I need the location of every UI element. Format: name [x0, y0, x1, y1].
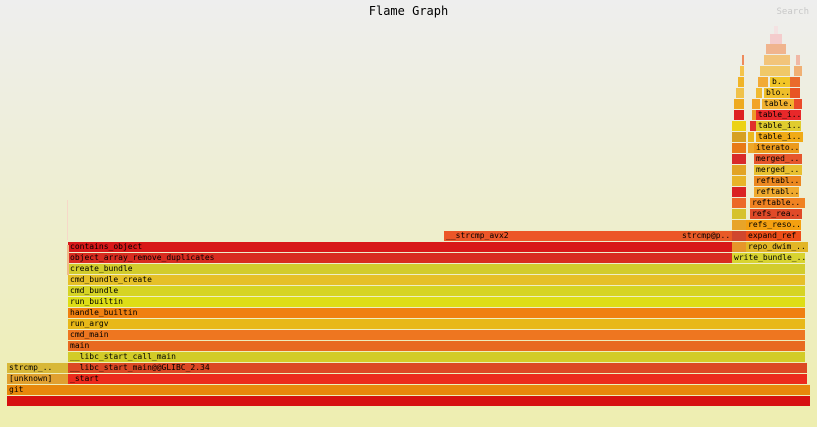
frame-table[interactable]: table..	[762, 99, 802, 109]
flame-sliver[interactable]	[732, 176, 746, 186]
flame-sliver[interactable]	[770, 34, 782, 44]
flame-sliver[interactable]	[732, 220, 746, 230]
flame-sliver[interactable]	[732, 209, 746, 219]
flame-sliver[interactable]	[732, 132, 746, 142]
frame-cmd-bundle[interactable]: cmd_bundle	[68, 286, 805, 296]
frame-write-bundle[interactable]: write_bundle_..	[732, 253, 805, 263]
flame-sliver[interactable]	[752, 99, 760, 109]
frame-create-bundle[interactable]: create_bundle	[68, 264, 805, 274]
flame-sliver[interactable]	[740, 66, 744, 76]
frame-reftable-3[interactable]: reftabl..	[754, 176, 801, 186]
flame-sliver[interactable]	[732, 165, 746, 175]
frame-run-builtin[interactable]: run_builtin	[68, 297, 805, 307]
frame-strcmp-plt[interactable]: strcmp@p..	[680, 231, 732, 241]
frame-merged-1[interactable]: merged_..	[754, 165, 802, 175]
flame-sliver[interactable]	[794, 99, 802, 109]
flame-sliver[interactable]	[790, 77, 800, 87]
flame-sliver[interactable]	[774, 26, 778, 34]
frame-refs-resolve[interactable]: refs_reso..	[746, 220, 801, 230]
flame-sliver[interactable]	[736, 88, 744, 98]
frame-table-iter-3[interactable]: table_i..	[756, 110, 801, 120]
frame-contains-object[interactable]: contains_object	[68, 242, 732, 252]
frame-strcmp-avx2[interactable]: __strcmp_avx2	[444, 231, 680, 241]
flame-sliver[interactable]	[732, 242, 746, 252]
flame-sliver[interactable]	[790, 88, 800, 98]
frame-libc-start-main-glibc[interactable]: __libc_start_main@@GLIBC_2.34	[68, 363, 807, 373]
flame-sliver[interactable]	[796, 55, 800, 65]
flame-sliver[interactable]	[67, 200, 68, 240]
frame-cmd-bundle-create[interactable]: cmd_bundle_create	[68, 275, 805, 285]
flame-sliver[interactable]	[752, 110, 756, 120]
flame-sliver[interactable]	[758, 77, 768, 87]
flame-sliver[interactable]	[742, 55, 744, 65]
frame-git[interactable]: git	[7, 385, 810, 395]
page-title: Flame Graph	[368, 4, 449, 18]
flame-sliver[interactable]	[748, 132, 754, 142]
frame-strcmp-left[interactable]: strcmp_..	[7, 363, 68, 373]
frame-libc-start-call-main[interactable]: __libc_start_call_main	[68, 352, 805, 362]
frame-iterator[interactable]: iterato..	[754, 143, 799, 153]
flame-sliver[interactable]	[766, 44, 786, 54]
frame-run-argv[interactable]: run_argv	[68, 319, 805, 329]
search-button[interactable]: Search	[776, 7, 809, 17]
flame-sliver[interactable]	[732, 231, 746, 241]
flame-sliver[interactable]	[732, 198, 746, 208]
flame-sliver[interactable]	[760, 66, 790, 76]
frame-main[interactable]: main	[68, 341, 805, 351]
frame-object-array-remove-duplicates[interactable]: object_array_remove_duplicates	[68, 253, 732, 263]
flame-sliver[interactable]	[794, 66, 802, 76]
frame-reftable-2[interactable]: reftabl..	[754, 187, 799, 197]
flame-sliver[interactable]	[732, 143, 746, 153]
flame-sliver[interactable]	[756, 88, 762, 98]
flame-sliver[interactable]	[732, 121, 746, 131]
flame-sliver[interactable]	[734, 99, 744, 109]
flame-sliver[interactable]	[748, 143, 754, 153]
frame-unknown[interactable]: [unknown]	[7, 374, 68, 384]
frame-block[interactable]: blo..	[764, 88, 794, 98]
flame-sliver[interactable]	[732, 187, 746, 197]
flame-sliver[interactable]	[732, 154, 746, 164]
frame-reftable-1[interactable]: reftable..	[750, 198, 805, 208]
flame-sliver[interactable]	[738, 77, 744, 87]
flame-sliver[interactable]	[7, 396, 810, 406]
frame-expand-ref[interactable]: expand_ref	[746, 231, 801, 241]
flame-sliver[interactable]	[734, 110, 744, 120]
frame-start[interactable]: _start	[68, 374, 807, 384]
frame-b[interactable]: b..	[770, 77, 790, 87]
flame-sliver[interactable]	[750, 121, 756, 131]
frame-table-iter-1[interactable]: table_i..	[756, 132, 803, 142]
flame-sliver[interactable]	[67, 245, 69, 275]
flame-sliver[interactable]	[764, 55, 790, 65]
frame-repo-dwim[interactable]: repo_dwim_..	[746, 242, 808, 252]
frame-handle-builtin[interactable]: handle_builtin	[68, 308, 805, 318]
frame-cmd-main[interactable]: cmd_main	[68, 330, 805, 340]
frame-refs-read[interactable]: refs_rea..	[750, 209, 802, 219]
frame-merged-2[interactable]: merged_..	[754, 154, 802, 164]
frame-table-iter-2[interactable]: table_i..	[756, 121, 801, 131]
